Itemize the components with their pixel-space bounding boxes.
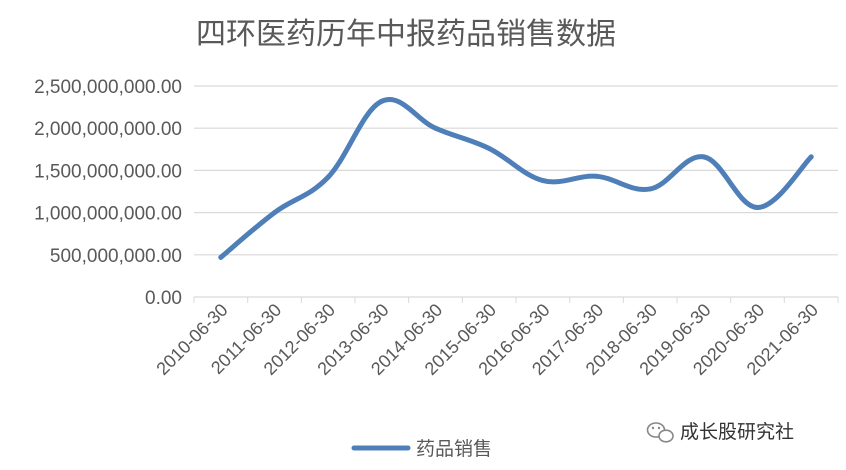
data-point: [701, 154, 707, 160]
data-point: [218, 254, 224, 260]
data-point: [379, 98, 385, 104]
y-tick-label: 0.00: [145, 288, 182, 309]
y-tick-label: 1,000,000,000.00: [34, 204, 182, 225]
y-axis-ticks: 0.00 500,000,000.00 1,000,000,000.00 1,500,…: [34, 77, 182, 309]
data-point: [540, 178, 546, 184]
series-line-药品销售: [218, 97, 814, 260]
data-point: [486, 145, 492, 151]
y-tick-label: 2,000,000,000.00: [34, 119, 182, 140]
data-point: [755, 205, 760, 211]
y-tick-label: 500,000,000.00: [50, 246, 182, 267]
data-point: [647, 186, 653, 192]
y-tick-label: 1,500,000,000.00: [34, 161, 182, 182]
data-point: [594, 173, 599, 179]
x-axis-ticks: 2010-06-302011-06-302012-06-302013-06-30…: [152, 300, 822, 379]
series-points: [218, 98, 814, 260]
data-point: [808, 154, 814, 160]
data-point: [433, 125, 438, 131]
legend: 药品销售: [351, 438, 492, 460]
watermark-text: 成长股研究社: [680, 421, 794, 443]
watermark: 成长股研究社: [646, 421, 794, 443]
gridlines: [193, 85, 839, 303]
data-point: [272, 210, 277, 216]
y-tick-label: 2,500,000,000.00: [34, 77, 182, 98]
data-point: [325, 174, 331, 180]
legend-label: 药品销售: [416, 438, 492, 460]
chart-title: 四环医药历年中报药品销售数据: [196, 17, 616, 52]
wechat-icon: [646, 422, 674, 443]
